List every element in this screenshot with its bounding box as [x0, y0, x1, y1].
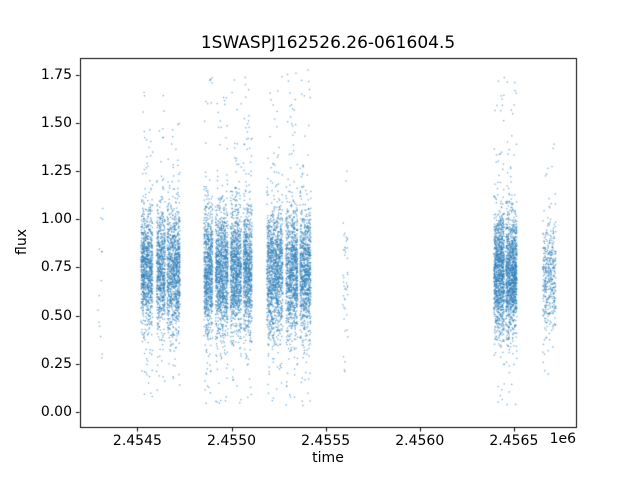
- x-tick-label: 2.4565: [489, 433, 539, 449]
- y-tick-label: 1.00: [40, 211, 72, 228]
- x-tick-label: 2.4550: [207, 433, 257, 449]
- y-tick-label: 0.00: [40, 403, 72, 420]
- y-tick-label: 0.50: [40, 307, 72, 324]
- y-tick-label: 1.75: [40, 67, 72, 84]
- x-tick-label: 2.4560: [395, 433, 445, 449]
- y-tick-label: 1.25: [40, 163, 72, 180]
- y-tick-label: 0.75: [40, 259, 72, 276]
- y-tick-label: 1.50: [40, 115, 72, 132]
- x-axis-offset-label: 1e6: [549, 431, 576, 447]
- x-axis-label: time: [312, 450, 344, 466]
- x-tick-label: 2.4555: [301, 433, 351, 449]
- y-tick-label: 0.25: [40, 355, 72, 372]
- chart-title: 1SWASPJ162526.26-061604.5: [200, 33, 456, 53]
- x-tick-label: 2.4545: [112, 433, 162, 449]
